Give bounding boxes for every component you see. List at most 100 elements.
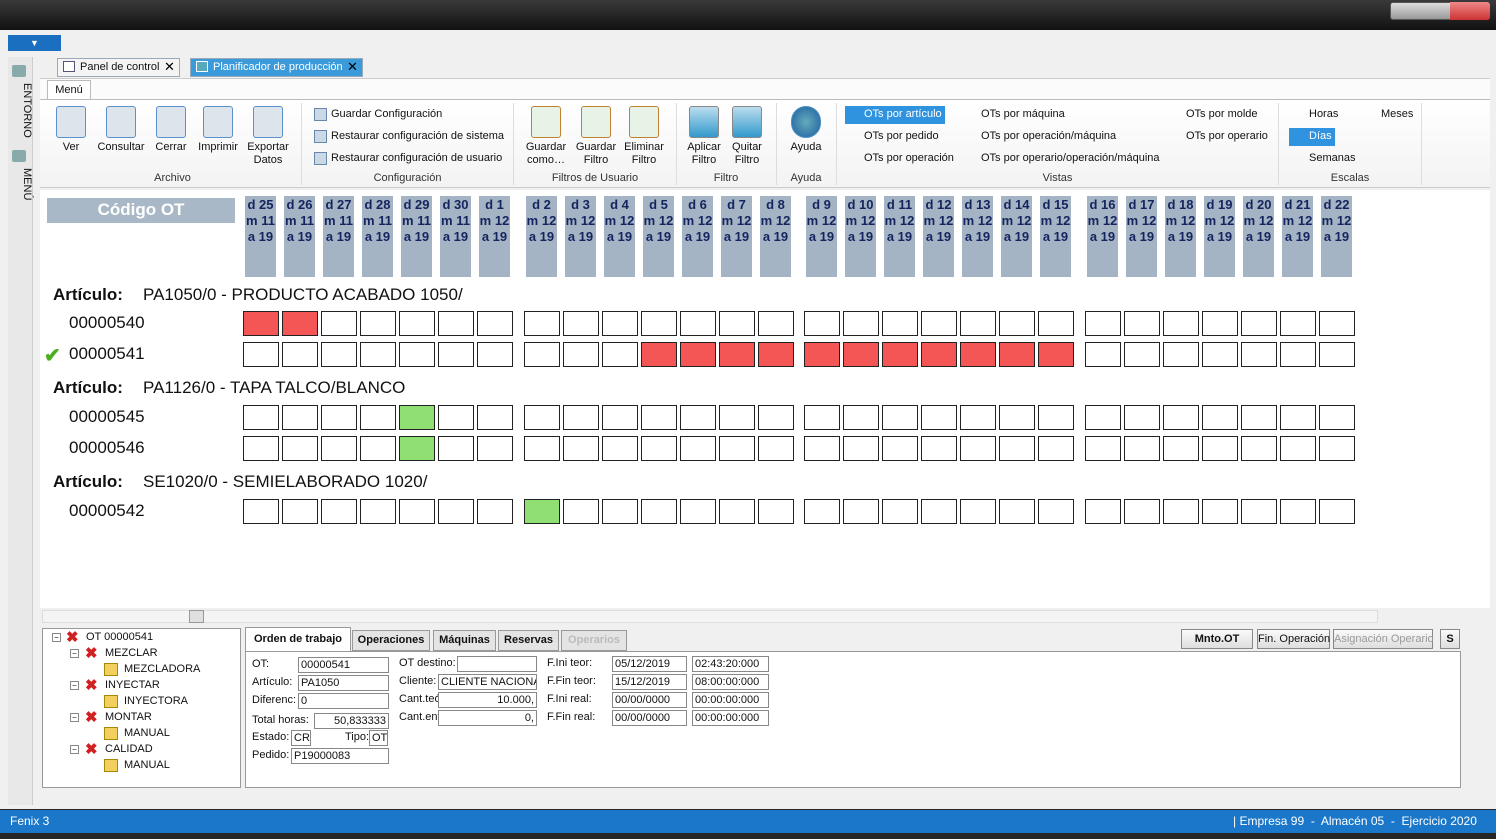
field-input[interactable]: 00:00:00:000 [692,692,769,708]
detail-tab[interactable]: Máquinas [433,630,496,651]
view-option[interactable]: OTs por pedido [864,130,939,142]
action-button[interactable]: Fin. Operación [1257,629,1330,649]
gantt-cell[interactable] [758,499,794,524]
gantt-cell[interactable] [804,342,840,367]
gantt-cell[interactable] [960,405,996,430]
gantt-cell[interactable] [1038,405,1074,430]
ribbon-button-label[interactable]: Guardar como… [525,141,567,166]
ribbon-button-label[interactable]: Ver [62,141,80,153]
config-item[interactable]: Restaurar configuración de usuario [331,152,503,164]
tree-expander[interactable]: − [52,633,61,642]
gantt-cell[interactable] [399,499,435,524]
gantt-cell[interactable] [321,436,357,461]
gantt-cell[interactable] [1124,436,1160,461]
gantt-cell[interactable] [1038,342,1074,367]
view-option[interactable]: OTs por artículo [864,108,942,120]
gantt-cell[interactable] [719,405,755,430]
view-option[interactable]: OTs por operación/máquina [981,130,1117,142]
view-option[interactable]: OTs por operación [864,152,954,164]
tree-expander[interactable]: − [70,745,79,754]
gantt-cell[interactable] [438,405,474,430]
field-input[interactable] [457,656,537,672]
gantt-cell[interactable] [804,311,840,336]
scale-option[interactable]: Semanas [1309,152,1356,164]
order-code[interactable]: 00000540 [69,313,145,332]
view-option[interactable]: OTs por máquina [981,108,1065,120]
gantt-cell[interactable] [1163,311,1199,336]
ribbon-icon[interactable] [56,106,86,138]
field-input[interactable]: 50,833333 [314,713,389,729]
ribbon-button-label[interactable]: Cerrar [155,141,187,153]
gantt-cell[interactable] [680,436,716,461]
scale-option[interactable]: Horas [1309,108,1339,120]
gantt-cell[interactable] [1319,436,1355,461]
gantt-cell[interactable] [960,311,996,336]
field-input[interactable]: 00/00/0000 [612,692,687,708]
tree-expander[interactable]: − [70,713,79,722]
gantt-cell[interactable] [1319,405,1355,430]
gantt-cell[interactable] [1280,499,1316,524]
view-option[interactable]: OTs por molde [1186,108,1258,120]
gantt-cell[interactable] [243,405,279,430]
gantt-cell[interactable] [1280,311,1316,336]
gantt-cell[interactable] [1319,311,1355,336]
gantt-cell[interactable] [602,342,638,367]
gantt-cell[interactable] [282,499,318,524]
field-input[interactable]: CR [291,730,311,746]
ribbon-button-label[interactable]: Ayuda [790,141,822,153]
field-input[interactable]: 05/12/2019 [612,656,687,672]
gantt-cell[interactable] [882,499,918,524]
tree-expander[interactable]: − [70,681,79,690]
tree-leaf[interactable]: INYECTORA [124,695,188,707]
gantt-cell[interactable] [321,311,357,336]
config-item[interactable]: Guardar Configuración [331,108,443,120]
ribbon-button-label[interactable]: Guardar Filtro [575,141,617,166]
gantt-cell[interactable] [1202,311,1238,336]
order-code[interactable]: 00000545 [69,407,145,426]
view-option[interactable]: OTs por operario [1186,130,1268,142]
ribbon-button-label[interactable]: Aplicar Filtro [687,141,721,166]
gantt-cell[interactable] [399,405,435,430]
gantt-cell[interactable] [524,311,560,336]
gantt-cell[interactable] [641,311,677,336]
gantt-cell[interactable] [921,499,957,524]
tree-expander[interactable]: − [70,649,79,658]
tree-node[interactable]: MEZCLAR [105,647,158,659]
gantt-cell[interactable] [680,311,716,336]
gantt-cell[interactable] [1280,436,1316,461]
sidebar-tab[interactable]: ENTORNO [21,83,33,138]
gantt-cell[interactable] [602,311,638,336]
tree-node[interactable]: CALIDAD [105,743,153,755]
gantt-cell[interactable] [999,499,1035,524]
gantt-cell[interactable] [1241,311,1277,336]
ribbon-icon[interactable] [629,106,659,138]
gantt-cell[interactable] [1202,405,1238,430]
gantt-cell[interactable] [1038,436,1074,461]
field-input[interactable]: P19000083 [291,748,389,764]
tree-root[interactable]: OT 00000541 [86,631,154,643]
field-input[interactable]: 0, [438,710,537,726]
gantt-cell[interactable] [758,436,794,461]
gantt-cell[interactable] [1202,499,1238,524]
gantt-cell[interactable] [641,342,677,367]
gantt-cell[interactable] [1241,436,1277,461]
document-tab[interactable]: Planificador de producción [190,58,363,77]
gantt-cell[interactable] [843,499,879,524]
gantt-cell[interactable] [1124,499,1160,524]
field-input[interactable]: 00/00/0000 [612,710,687,726]
gantt-cell[interactable] [524,436,560,461]
gantt-cell[interactable] [921,342,957,367]
gantt-cell[interactable] [999,436,1035,461]
gantt-cell[interactable] [321,499,357,524]
gantt-cell[interactable] [1280,342,1316,367]
gantt-cell[interactable] [563,311,599,336]
config-item[interactable]: Restaurar configuración de sistema [331,130,505,142]
gantt-cell[interactable] [758,405,794,430]
gantt-cell[interactable] [1085,311,1121,336]
gantt-cell[interactable] [563,436,599,461]
detail-tab[interactable]: Operaciones [352,630,430,651]
gantt-cell[interactable] [719,311,755,336]
action-button[interactable]: Mnto.OT [1181,629,1253,649]
detail-tab[interactable]: Orden de trabajo [245,627,351,652]
gantt-cell[interactable] [1038,499,1074,524]
